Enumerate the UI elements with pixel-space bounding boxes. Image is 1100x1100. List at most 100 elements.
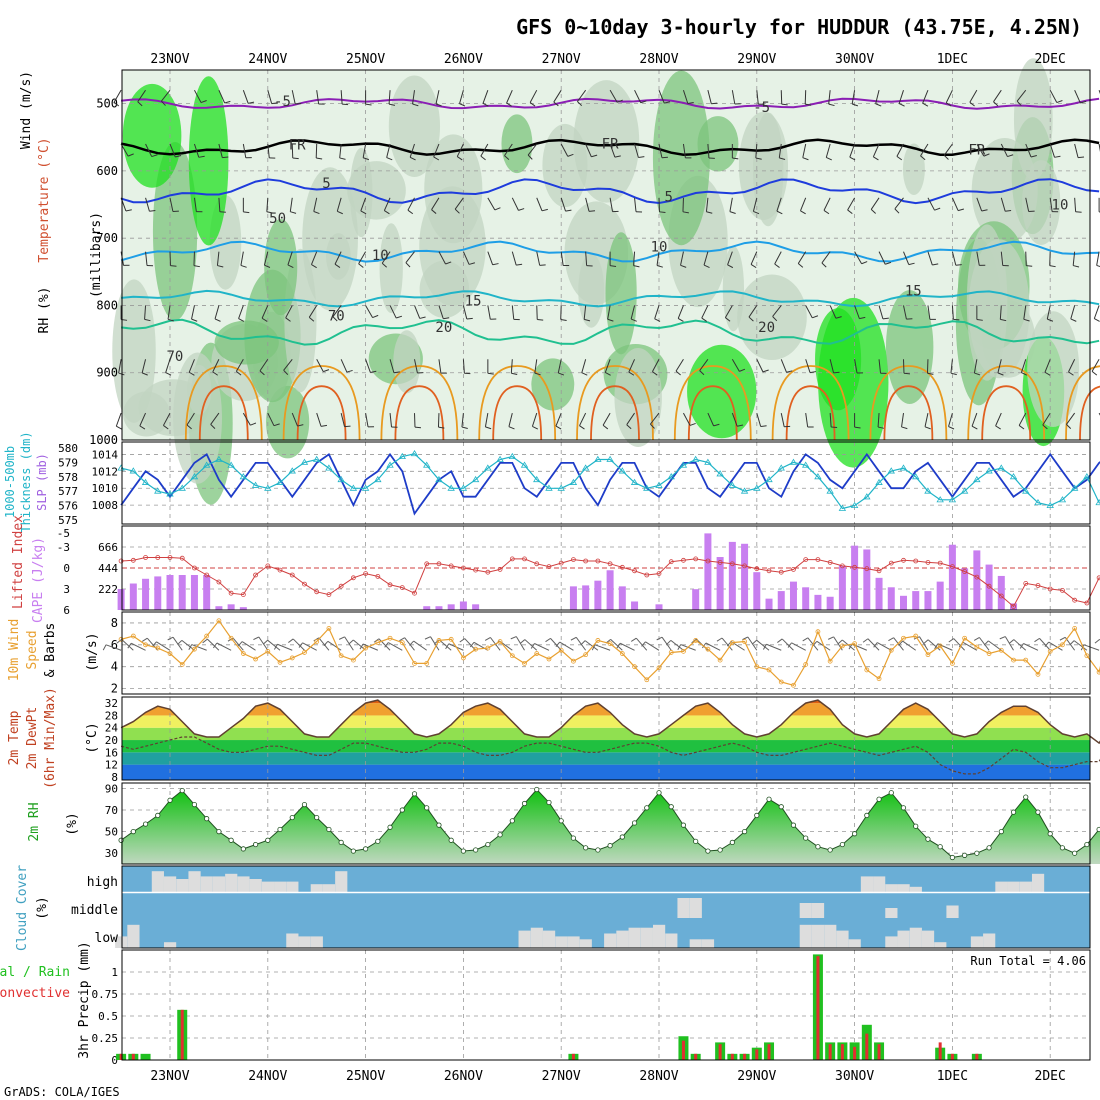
li-point bbox=[1072, 597, 1078, 603]
wind-barb-feather bbox=[682, 211, 689, 214]
rh-point bbox=[301, 801, 308, 808]
wind-barb bbox=[903, 305, 907, 320]
wind-barb bbox=[610, 638, 623, 651]
wind-frame bbox=[121, 611, 1091, 695]
wind-barb bbox=[289, 197, 293, 212]
wind-speed-point bbox=[375, 640, 381, 646]
wind-barb bbox=[976, 251, 980, 266]
wind-barb bbox=[536, 251, 541, 266]
wind-barb-feather bbox=[424, 636, 431, 640]
wind-barb bbox=[172, 636, 183, 651]
wind-barb-feather bbox=[237, 641, 243, 647]
wind-barb bbox=[266, 197, 269, 212]
wind-barb bbox=[633, 251, 636, 266]
wind-barb-feather bbox=[727, 264, 734, 269]
high-cloud-bar bbox=[310, 884, 323, 892]
thickness-point bbox=[312, 455, 321, 462]
wind-barb bbox=[362, 643, 379, 651]
wind-barb-feather bbox=[1026, 265, 1033, 267]
wind-barb bbox=[969, 89, 978, 103]
li-point bbox=[509, 556, 515, 562]
precip-convective-bar bbox=[853, 1046, 857, 1060]
wind-speed-point bbox=[1072, 626, 1078, 631]
low-cloud-bar bbox=[799, 924, 812, 948]
wind-barb bbox=[462, 251, 470, 265]
rh-point bbox=[766, 796, 772, 802]
thickness-point bbox=[973, 475, 981, 483]
thickness-point bbox=[1009, 473, 1018, 480]
wind-barb-feather bbox=[445, 643, 450, 650]
date-tick-label: 23NOV bbox=[150, 1069, 189, 1084]
thickness-point bbox=[924, 487, 932, 494]
low-cloud-bar bbox=[824, 924, 837, 948]
cape-bar bbox=[239, 607, 247, 610]
thickness-point bbox=[740, 487, 749, 494]
thickness-point bbox=[777, 464, 785, 471]
wind-barb-feather bbox=[323, 640, 329, 647]
wind-barb-feather bbox=[739, 368, 746, 372]
wind-barb bbox=[927, 305, 931, 320]
wind-barb-feather bbox=[833, 371, 840, 374]
precip-legend-total: Total / Rain bbox=[0, 965, 70, 980]
cape-bar bbox=[875, 577, 883, 610]
high-cloud-bar bbox=[322, 884, 336, 892]
wind-speed-point bbox=[729, 640, 735, 646]
wind-barb bbox=[511, 251, 517, 266]
precip-convective-bar bbox=[730, 1053, 734, 1060]
wind-barb bbox=[635, 637, 648, 651]
wind-barb-feather bbox=[854, 426, 861, 429]
wind-barb-feather bbox=[127, 153, 134, 157]
thickness-point bbox=[594, 455, 602, 462]
wind-barb bbox=[661, 636, 672, 651]
wind-barb-feather bbox=[664, 101, 671, 104]
wind-barb bbox=[878, 251, 886, 265]
thickness-tick-label: 578 bbox=[58, 471, 78, 484]
li-point bbox=[1011, 604, 1016, 609]
wind-barb bbox=[721, 637, 733, 651]
wind-speed-point bbox=[424, 660, 430, 666]
wind-barb-feather bbox=[144, 318, 151, 322]
rh-point bbox=[436, 822, 442, 828]
rh-shaded-area bbox=[264, 218, 298, 316]
wind-barb-feather bbox=[898, 103, 905, 107]
slp-tick-label: 1012 bbox=[92, 465, 119, 478]
temp-band bbox=[122, 752, 1090, 765]
wind-barb-feather bbox=[238, 318, 245, 322]
warm-isotherm bbox=[198, 385, 249, 441]
rh-point bbox=[851, 831, 858, 837]
wind-speed-point bbox=[693, 638, 699, 643]
wind-speed-point bbox=[534, 651, 540, 656]
warm-isotherm bbox=[883, 385, 934, 441]
wind-speed-point bbox=[754, 664, 760, 670]
wind-speed-point bbox=[240, 651, 246, 656]
cape-bar bbox=[961, 568, 969, 610]
low-cloud-bar bbox=[701, 939, 715, 948]
wind-barb bbox=[1018, 412, 1027, 426]
wind-barb-feather bbox=[151, 154, 158, 158]
low-cloud-bar bbox=[983, 933, 996, 948]
wind-barb-feather bbox=[381, 262, 388, 268]
thickness-point bbox=[484, 464, 492, 471]
high-cloud-bar bbox=[212, 876, 226, 892]
wind-barb bbox=[609, 89, 618, 103]
wind-barb-feather bbox=[641, 641, 646, 647]
wind-speed-point bbox=[143, 642, 148, 648]
low-cloud-bar bbox=[555, 936, 568, 948]
precip-run-total: Run Total = 4.06 bbox=[970, 954, 1086, 968]
wind-barb-feather bbox=[971, 425, 978, 430]
contour-label: 15 bbox=[465, 294, 482, 310]
rh-point bbox=[729, 839, 735, 846]
thickness-axis-label: Thickness (dm) bbox=[19, 431, 33, 532]
wind-barb-feather bbox=[558, 372, 565, 376]
rh-point bbox=[399, 807, 405, 813]
wind-speed-point bbox=[950, 660, 955, 666]
wind-speed-point bbox=[326, 626, 332, 631]
wind-barb-feather bbox=[399, 637, 405, 642]
li-point bbox=[155, 555, 161, 560]
li-point bbox=[693, 556, 699, 562]
wind-barb-feather bbox=[777, 638, 783, 643]
temp-tick-label: 12 bbox=[105, 759, 118, 772]
rh-point bbox=[607, 843, 613, 849]
wind-barb bbox=[218, 143, 223, 158]
middle-cloud-bar bbox=[677, 898, 690, 918]
